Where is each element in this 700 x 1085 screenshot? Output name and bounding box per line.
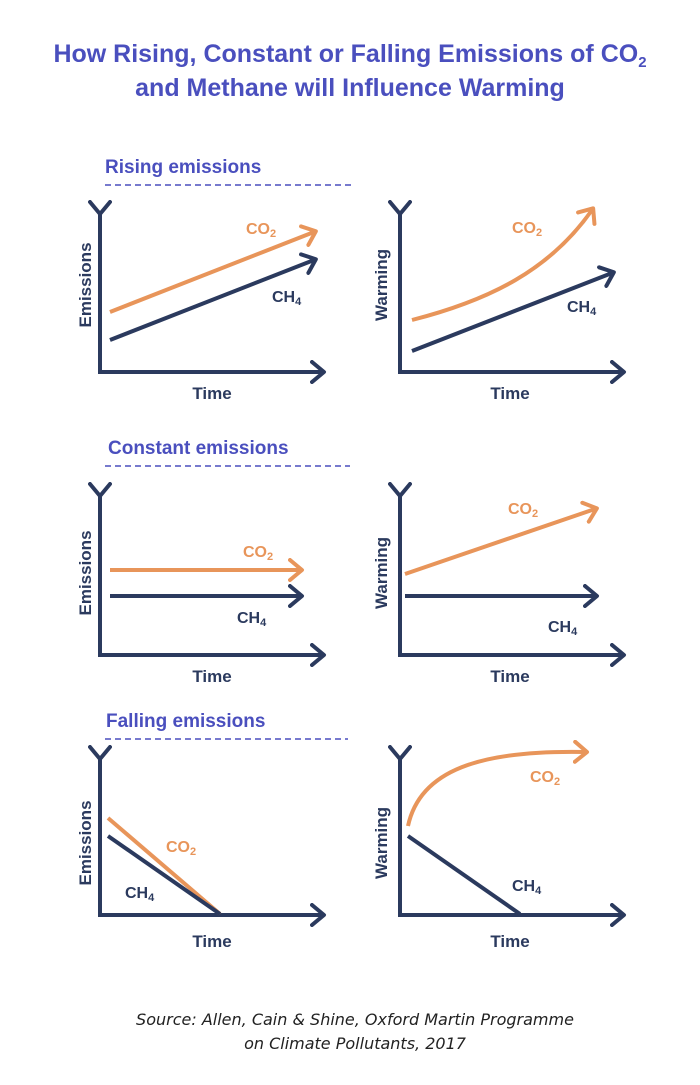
x-axis-label: Time: [192, 932, 231, 951]
x-axis-label: Time: [490, 667, 529, 686]
co2-label: CO2: [243, 544, 273, 563]
y-axis-label: Warming: [372, 537, 391, 609]
ch4-line: [109, 252, 318, 342]
co2-line: [406, 739, 589, 827]
x-axis-label: Time: [192, 384, 231, 403]
axes: [88, 200, 326, 384]
axes: [388, 745, 626, 927]
title-line-2: and Methane will Influence Warming: [135, 74, 565, 102]
co2-label: CO2: [246, 221, 276, 240]
co2-label: CO2: [166, 839, 196, 858]
ch4-line: [106, 834, 222, 916]
panel-rising-warming: CO2 CH4 Time Warming: [372, 200, 626, 403]
panel-rising-emissions: CO2 CH4 Time Emissions: [76, 200, 326, 403]
ch4-line: [411, 265, 616, 353]
ch4-label: CH4: [272, 289, 302, 308]
axes: [388, 482, 626, 667]
section-heading-rising: Rising emissions: [105, 157, 261, 178]
co2-label: CO2: [512, 220, 542, 239]
x-axis-label: Time: [192, 667, 231, 686]
x-axis-label: Time: [490, 932, 529, 951]
ch4-label: CH4: [548, 619, 578, 638]
panel-falling-warming: CO2 CH4 Time Warming: [372, 739, 626, 951]
title-line-1: How Rising, Constant or Falling Emission…: [53, 40, 646, 71]
axes: [88, 482, 326, 667]
section-heading-constant: Constant emissions: [108, 438, 289, 459]
ch4-label: CH4: [125, 885, 155, 904]
co2-label: CO2: [530, 769, 560, 788]
ch4-label: CH4: [237, 610, 267, 629]
panel-constant-warming: CO2 CH4 Time Warming: [372, 482, 626, 686]
y-axis-label: Emissions: [76, 242, 95, 327]
co2-label: CO2: [508, 501, 538, 520]
y-axis-label: Warming: [372, 807, 391, 879]
panel-falling-emissions: CO2 CH4 Time Emissions: [76, 745, 326, 951]
y-axis-label: Warming: [372, 249, 391, 321]
ch4-line: [406, 834, 522, 916]
co2-line: [411, 206, 597, 322]
x-axis-label: Time: [490, 384, 529, 403]
axes: [388, 200, 626, 384]
ch4-label: CH4: [512, 878, 542, 897]
y-axis-label: Emissions: [76, 530, 95, 615]
section-heading-falling: Falling emissions: [106, 711, 265, 732]
source-line-2: on Climate Pollutants, 2017: [244, 1034, 467, 1053]
y-axis-label: Emissions: [76, 800, 95, 885]
source-line-1: Source: Allen, Cain & Shine, Oxford Mart…: [136, 1010, 574, 1029]
co2-line: [109, 224, 318, 314]
axes: [88, 745, 326, 927]
co2-line: [106, 816, 222, 916]
ch4-label: CH4: [567, 299, 597, 318]
panel-constant-emissions: CO2 CH4 Time Emissions: [76, 482, 326, 686]
co2-line: [404, 500, 599, 576]
